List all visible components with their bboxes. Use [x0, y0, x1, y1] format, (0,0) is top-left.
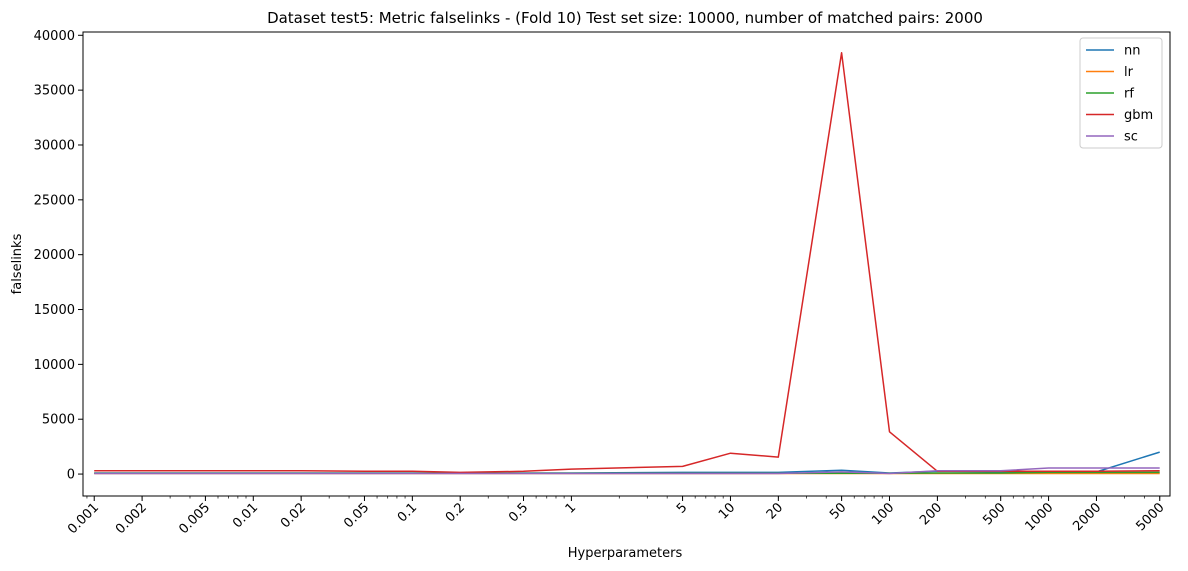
- x-tick-label: 100: [869, 500, 897, 528]
- x-tick-label: 0.05: [341, 500, 372, 531]
- legend-label-sc: sc: [1124, 130, 1138, 145]
- x-tick-label: 0.5: [506, 500, 531, 525]
- y-tick-label: 10000: [34, 358, 75, 373]
- y-tick-label: 35000: [34, 84, 75, 99]
- y-tick-label: 5000: [42, 413, 75, 428]
- series-line-gbm: [94, 52, 1160, 474]
- x-tick-label: 0.1: [395, 500, 420, 525]
- series-line-nn: [94, 451, 1160, 474]
- legend-label-rf: rf: [1124, 87, 1134, 102]
- x-tick-label: 20: [764, 500, 786, 522]
- x-tick-label: 5: [674, 500, 690, 516]
- y-tick-label: 20000: [34, 248, 75, 263]
- x-tick-label: 50: [827, 500, 849, 522]
- y-tick-label: 30000: [34, 138, 75, 153]
- chart-title: Dataset test5: Metric falselinks - (Fold…: [267, 9, 983, 27]
- x-tick-label: 0.001: [65, 500, 102, 537]
- series-lines: [94, 52, 1160, 475]
- x-tick-label: 2000: [1070, 500, 1104, 534]
- series-line-sc: [94, 467, 1160, 475]
- legend-box: [1079, 37, 1163, 149]
- y-tick-label: 25000: [34, 193, 75, 208]
- x-tick-label: 0.002: [113, 500, 150, 537]
- x-axis-ticks: 0.001 0.002 0.005 0.01 0.02 0.05 0.1 0.2 0.5 1 5 10…: [65, 496, 1168, 537]
- y-axis-label: falselinks: [10, 233, 25, 294]
- legend: nn lr rf gbm sc: [1079, 37, 1163, 149]
- legend-label-lr: lr: [1124, 65, 1134, 80]
- x-tick-label: 0.005: [176, 500, 213, 537]
- x-tick-label: 1000: [1022, 500, 1056, 534]
- x-tick-label: 1: [563, 500, 579, 516]
- plot-frame: [82, 31, 1171, 497]
- x-tick-label: 0.02: [278, 500, 309, 531]
- x-tick-label: 0.01: [230, 500, 261, 531]
- y-tick-label: 40000: [34, 29, 75, 44]
- y-tick-label: 0: [67, 468, 75, 483]
- x-tick-label: 10: [716, 500, 738, 522]
- x-tick-label: 5000: [1134, 500, 1168, 534]
- y-tick-label: 15000: [34, 303, 75, 318]
- legend-label-gbm: gbm: [1124, 108, 1153, 123]
- x-tick-label: 500: [980, 500, 1008, 528]
- x-axis-label: Hyperparameters: [568, 546, 683, 561]
- x-tick-label: 200: [917, 500, 945, 528]
- x-tick-label: 0.2: [443, 500, 468, 525]
- y-axis-ticks: 0 5000 10000 15000 20000 25000 30000 35000 40000: [34, 29, 83, 483]
- legend-label-nn: nn: [1124, 44, 1140, 59]
